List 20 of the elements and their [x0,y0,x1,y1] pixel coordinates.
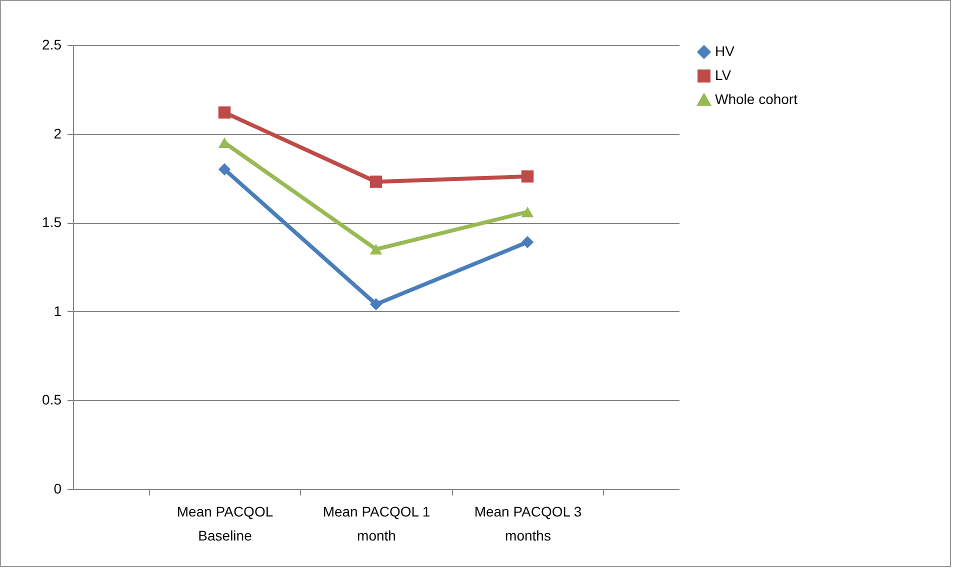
y-tick-label: 1.5 [42,214,62,230]
x-tick-label: Mean PACQOL Baseline [176,504,274,544]
point [521,170,534,183]
y-tick-label: 1 [54,302,62,319]
legend-label: HV [715,43,736,59]
y-tick-label: 0.5 [42,392,62,408]
point [370,244,382,255]
legend-label: LV [715,67,732,83]
point [521,236,534,248]
x-tick-label: Mean PACQOL 3 months [474,504,582,544]
y-tick-label: 0 [54,480,62,496]
y-tick-label: 2 [54,125,62,142]
point [218,106,231,119]
x-tick-label: Mean PACQOL 1 month [322,504,430,544]
point [521,206,534,218]
point [370,298,382,310]
y-tick-label: 2.5 [42,36,62,52]
point [370,176,382,188]
point [218,163,231,176]
legend-label: Whole cohort [715,91,798,107]
